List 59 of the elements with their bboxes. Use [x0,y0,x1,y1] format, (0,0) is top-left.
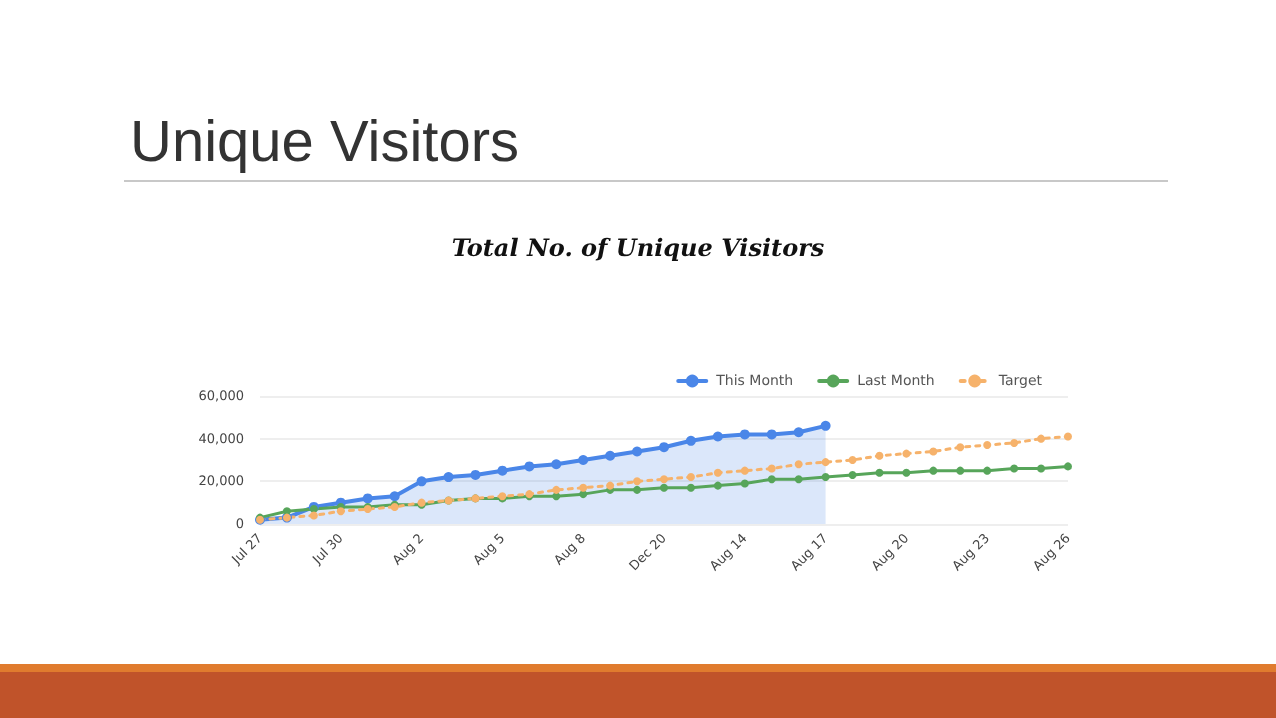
point [416,476,427,487]
point [956,466,965,475]
point [309,511,318,520]
point [443,472,454,483]
point [552,485,561,494]
point [659,442,669,453]
point [983,466,992,475]
point [362,493,373,504]
point [740,466,749,475]
point [1064,432,1072,441]
point [929,466,938,475]
point [660,483,668,492]
point [497,465,508,476]
point [551,459,562,470]
point [740,479,749,488]
point [794,475,803,484]
point [686,473,695,482]
chart-subtitle: Total No. of Unique Visitors [451,234,825,262]
chart-title: Unique Visitors [130,111,520,175]
point [578,455,589,465]
point [686,483,695,492]
point [470,469,481,480]
point [848,470,857,479]
point [389,491,400,502]
point [605,450,616,461]
point [524,461,535,472]
point [767,475,776,484]
point [579,483,588,492]
point [929,447,938,456]
point [1010,464,1019,473]
point [739,429,750,440]
point [767,464,776,473]
point [282,507,291,516]
point [1010,438,1019,447]
point [848,456,857,464]
point [1037,464,1046,473]
point [685,435,696,446]
point [633,485,642,494]
point [632,446,643,457]
point [713,481,722,490]
point [820,420,831,431]
point [660,475,668,484]
point [956,443,965,452]
point [766,429,777,440]
point [821,458,830,467]
point [902,449,911,458]
point [794,460,803,469]
point [793,427,804,438]
point [983,441,992,450]
point [336,507,345,516]
point [821,473,830,482]
point [712,431,723,442]
point [1037,434,1046,443]
point [902,468,911,477]
point [1064,462,1072,471]
point [633,477,642,486]
point [875,468,884,477]
point [713,468,722,477]
point [875,451,884,460]
